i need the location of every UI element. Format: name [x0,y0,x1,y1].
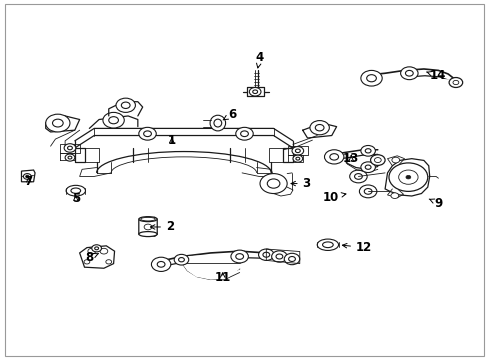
Text: 12: 12 [342,241,371,254]
Text: 9: 9 [428,197,442,210]
Circle shape [230,250,248,263]
Circle shape [151,257,170,271]
Ellipse shape [139,231,157,237]
Text: 1: 1 [167,134,176,147]
Text: 2: 2 [150,220,174,234]
Circle shape [174,255,188,265]
Circle shape [84,260,90,264]
Text: 13: 13 [343,152,359,165]
Circle shape [405,175,410,179]
Polygon shape [80,246,114,268]
Circle shape [65,154,75,161]
Circle shape [324,150,343,164]
Text: 4: 4 [255,51,264,68]
Polygon shape [367,75,455,85]
Circle shape [284,253,299,265]
Text: 6: 6 [223,108,236,121]
Circle shape [116,98,135,112]
Circle shape [260,174,286,194]
Text: 3: 3 [290,177,310,190]
Circle shape [400,67,417,80]
Ellipse shape [210,115,225,131]
Circle shape [391,157,399,163]
Polygon shape [139,217,157,236]
Text: 10: 10 [322,190,345,204]
Ellipse shape [139,217,157,222]
Ellipse shape [66,185,85,196]
Circle shape [100,248,107,254]
Text: 8: 8 [85,251,99,264]
Circle shape [64,144,76,152]
Text: 7: 7 [24,175,33,188]
Circle shape [45,114,70,132]
Circle shape [292,155,302,162]
Circle shape [388,163,427,192]
Circle shape [390,193,398,198]
Circle shape [370,155,385,165]
Polygon shape [385,159,429,196]
Circle shape [88,248,96,254]
Circle shape [92,245,102,252]
Circle shape [139,127,156,140]
Circle shape [291,147,303,155]
Circle shape [360,162,375,172]
Circle shape [235,127,253,140]
Text: 14: 14 [426,69,445,82]
Polygon shape [181,253,239,280]
Circle shape [309,121,329,135]
Circle shape [105,260,111,264]
Circle shape [448,77,462,87]
Text: 5: 5 [72,192,80,205]
Ellipse shape [317,239,338,251]
Circle shape [349,170,366,183]
Circle shape [360,145,375,156]
Circle shape [271,251,286,262]
Circle shape [258,249,273,260]
Circle shape [23,174,31,179]
Text: 11: 11 [214,271,230,284]
Circle shape [359,185,376,198]
Circle shape [102,112,124,128]
Circle shape [360,71,382,86]
Polygon shape [21,170,35,182]
Circle shape [249,87,261,96]
